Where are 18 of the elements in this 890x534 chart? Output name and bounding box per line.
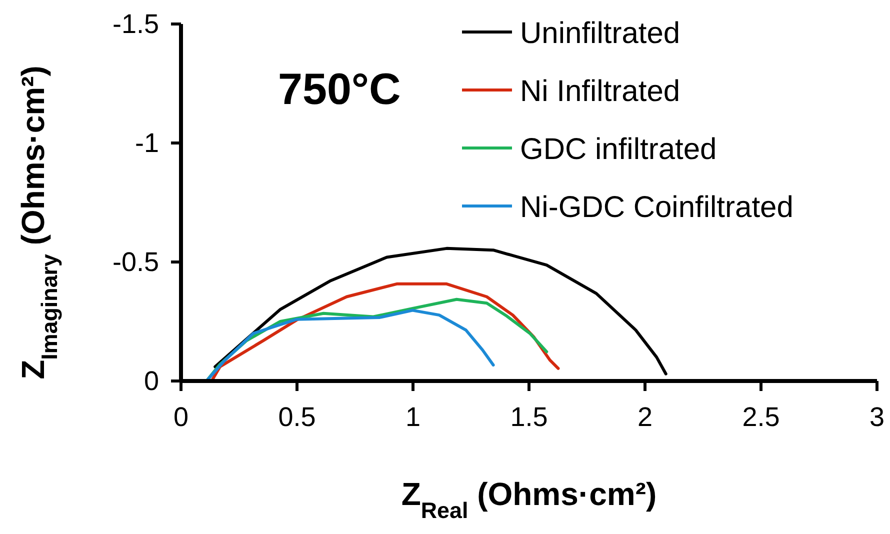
x-tick-label: 1 (405, 402, 421, 432)
y-tick-label: -1.5 (112, 9, 159, 39)
legend-label: Ni-GDC Coinfiltrated (520, 191, 794, 224)
x-tick-label: 2 (637, 402, 653, 432)
x-tick-label: 0 (173, 402, 189, 432)
annotation: 750°C (278, 65, 401, 114)
x-axis-title: Z$_{Real}$ (Ohms·cm²) (401, 476, 657, 522)
x-tick-label: 0.5 (278, 402, 316, 432)
line-series (214, 246, 668, 376)
legend-label: Uninfiltrated (520, 17, 680, 50)
x-tick-label: 1.5 (510, 402, 548, 432)
y-tick-label: 0 (144, 366, 159, 396)
y-tick-label: -0.5 (112, 247, 159, 277)
legend-label: Ni Infiltrated (520, 75, 680, 108)
x-tick-label: 2.5 (742, 402, 780, 432)
y-tick-label: -1 (134, 128, 159, 158)
x-tick-label: 3 (869, 402, 885, 432)
legend-label: GDC infiltrated (520, 133, 717, 166)
